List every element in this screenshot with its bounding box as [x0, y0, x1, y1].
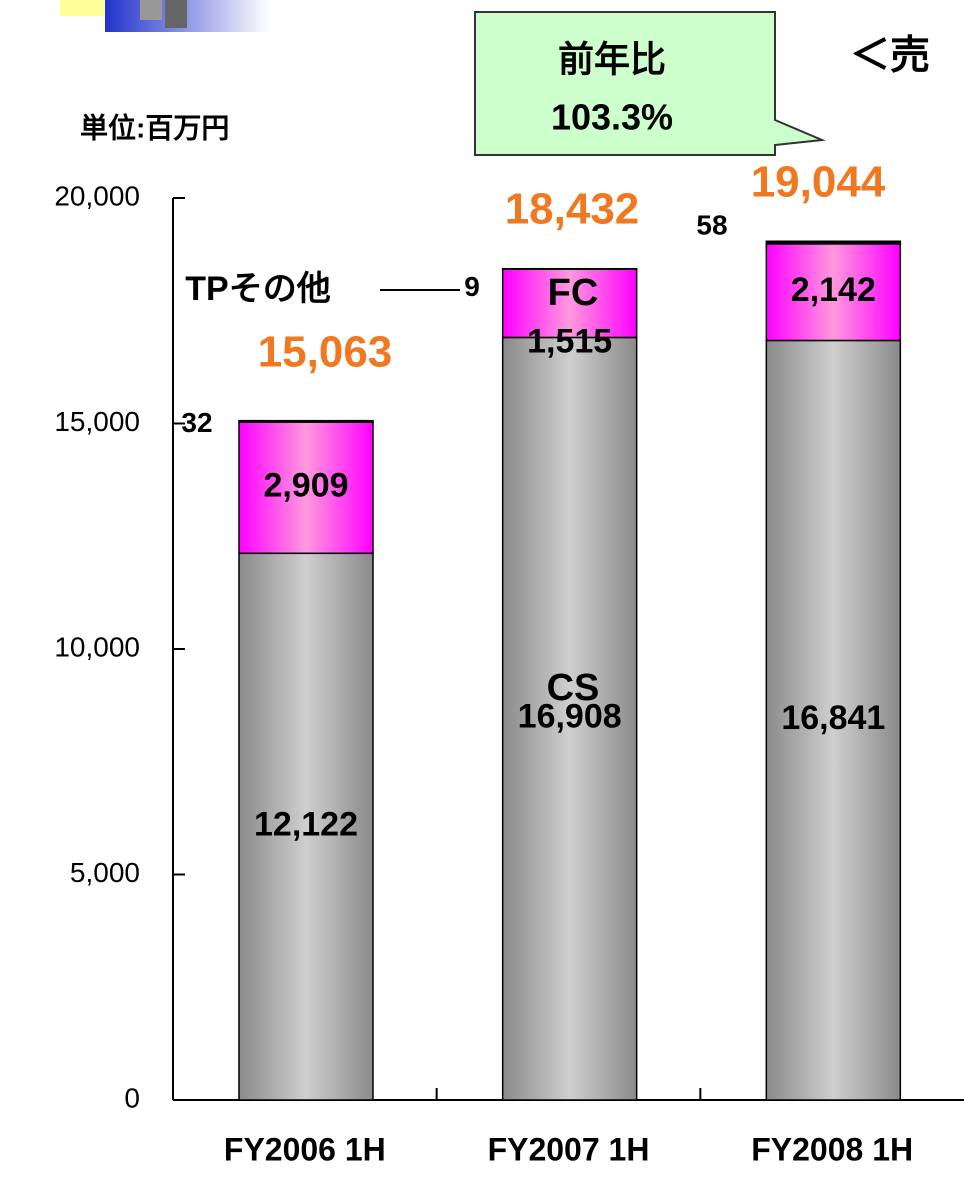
data-label: 12,122 [254, 806, 358, 844]
x-tick-label: FY2006 1H [224, 1131, 386, 1167]
bar-segment [238, 552, 374, 1101]
data-label: 1,515 [527, 322, 612, 360]
y-tick-label: 5,000 [70, 857, 140, 888]
unit-label: 単位:百万円 [80, 111, 229, 143]
series-label: CS [547, 667, 600, 709]
logo [60, 0, 270, 32]
callout: 前年比 103.3% [474, 11, 826, 156]
bar-segment [765, 243, 902, 342]
series-label: TPその他 [185, 270, 330, 308]
data-label: 9 [464, 271, 480, 302]
x-tick-label: FY2007 1H [488, 1131, 650, 1167]
x-tick-label: FY2008 1H [751, 1131, 913, 1167]
bar-segment [765, 339, 902, 1101]
callout-value: 103.3% [551, 97, 673, 138]
total-label: 19,044 [751, 158, 886, 207]
y-tick-label: 15,000 [54, 406, 140, 437]
bar-segment [501, 336, 638, 1101]
bar-segment [501, 268, 638, 339]
series-label: FC [548, 272, 599, 314]
y-tick-label: 20,000 [54, 180, 140, 211]
data-label: 2,142 [791, 271, 876, 309]
data-label: 32 [181, 407, 212, 438]
total-label: 18,432 [505, 185, 640, 234]
y-tick-label: 0 [124, 1082, 140, 1113]
data-label: 16,908 [518, 698, 622, 736]
data-label: 16,841 [781, 699, 885, 737]
data-label: 2,909 [263, 467, 348, 505]
bar-segment [238, 419, 374, 423]
title: ＜売 [850, 34, 930, 78]
y-tick-label: 10,000 [54, 631, 140, 662]
data-label: 58 [696, 210, 727, 241]
callout-title: 前年比 [558, 39, 666, 80]
total-label: 15,063 [258, 328, 393, 377]
bar-segment [238, 421, 374, 555]
bar-segment [765, 240, 902, 245]
